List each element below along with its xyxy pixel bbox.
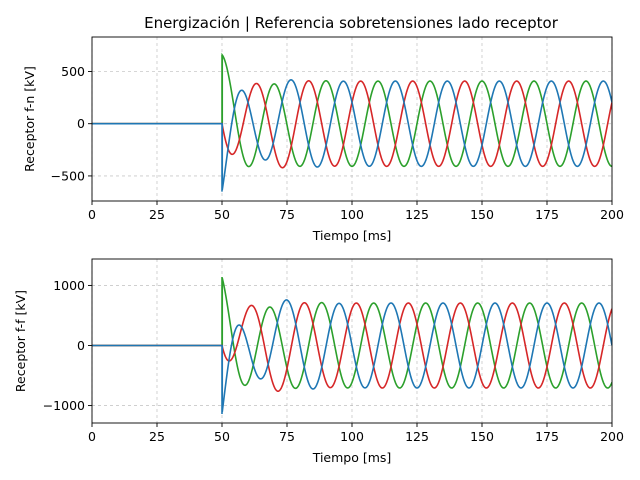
figure-title: Energización | Referencia sobretensiones… xyxy=(144,14,559,32)
y-tick-label: 1000 xyxy=(53,278,85,293)
x-tick-label: 125 xyxy=(405,429,429,444)
x-tick-label: 75 xyxy=(279,207,295,222)
series-line-0 xyxy=(92,79,612,192)
y-axis-label: Receptor f-f [kV] xyxy=(13,290,28,392)
x-tick-label: 0 xyxy=(88,429,96,444)
x-tick-label: 75 xyxy=(279,429,295,444)
x-tick-label: 0 xyxy=(88,207,96,222)
y-tick-label: −1000 xyxy=(43,398,85,413)
y-tick-label: −500 xyxy=(51,168,85,183)
y-tick-label: 500 xyxy=(61,64,85,79)
subplot-line-to-neutral: 0 25 50 75 100 125 150 175 200 −500 0 500 Tiempo [ms… xyxy=(22,36,624,243)
x-tick-label: 50 xyxy=(214,207,230,222)
subplot-line-to-line: 0 25 50 75 100 125 150 175 200 −1000 0 1000 Tiempo [… xyxy=(13,258,624,465)
x-tick-label: 100 xyxy=(340,207,364,222)
x-tick-label: 50 xyxy=(214,429,230,444)
x-tick-label: 100 xyxy=(340,429,364,444)
x-tick-label: 200 xyxy=(600,429,624,444)
y-axis-label: Receptor f-n [kV] xyxy=(22,66,37,172)
y-tick-label: 0 xyxy=(77,338,85,353)
x-tick-label: 150 xyxy=(470,429,494,444)
x-tick-label: 25 xyxy=(149,207,165,222)
x-tick-label: 175 xyxy=(535,429,559,444)
x-tick-label: 150 xyxy=(470,207,494,222)
x-tick-label: 125 xyxy=(405,207,429,222)
x-tick-label: 200 xyxy=(600,207,624,222)
x-axis-label: Tiempo [ms] xyxy=(312,228,392,243)
x-tick-label: 25 xyxy=(149,429,165,444)
series-line-0 xyxy=(92,299,612,414)
y-tick-label: 0 xyxy=(77,116,85,131)
x-axis-label: Tiempo [ms] xyxy=(312,450,392,465)
x-tick-label: 175 xyxy=(535,207,559,222)
